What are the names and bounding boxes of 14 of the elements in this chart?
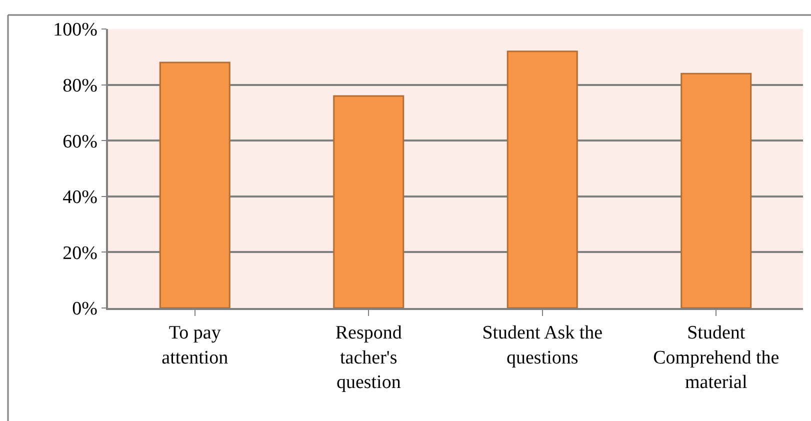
y-tick-label: 40% — [62, 187, 98, 208]
bar — [159, 62, 230, 308]
x-tick-label: Student Ask the questions — [482, 322, 603, 368]
bar — [506, 50, 578, 308]
bar — [680, 72, 752, 308]
y-tick-label: 0% — [72, 298, 98, 320]
x-tick-label: To pay attention — [162, 322, 229, 368]
x-tick-label: Student Comprehend the material — [653, 322, 780, 393]
y-tick-label: 60% — [62, 131, 98, 152]
bar — [333, 95, 404, 308]
x-tick-label: Respond tacher's question — [335, 322, 402, 393]
y-tick-label: 20% — [62, 242, 98, 264]
y-tick-label: 80% — [62, 75, 98, 96]
y-tick-label: 100% — [53, 20, 98, 41]
